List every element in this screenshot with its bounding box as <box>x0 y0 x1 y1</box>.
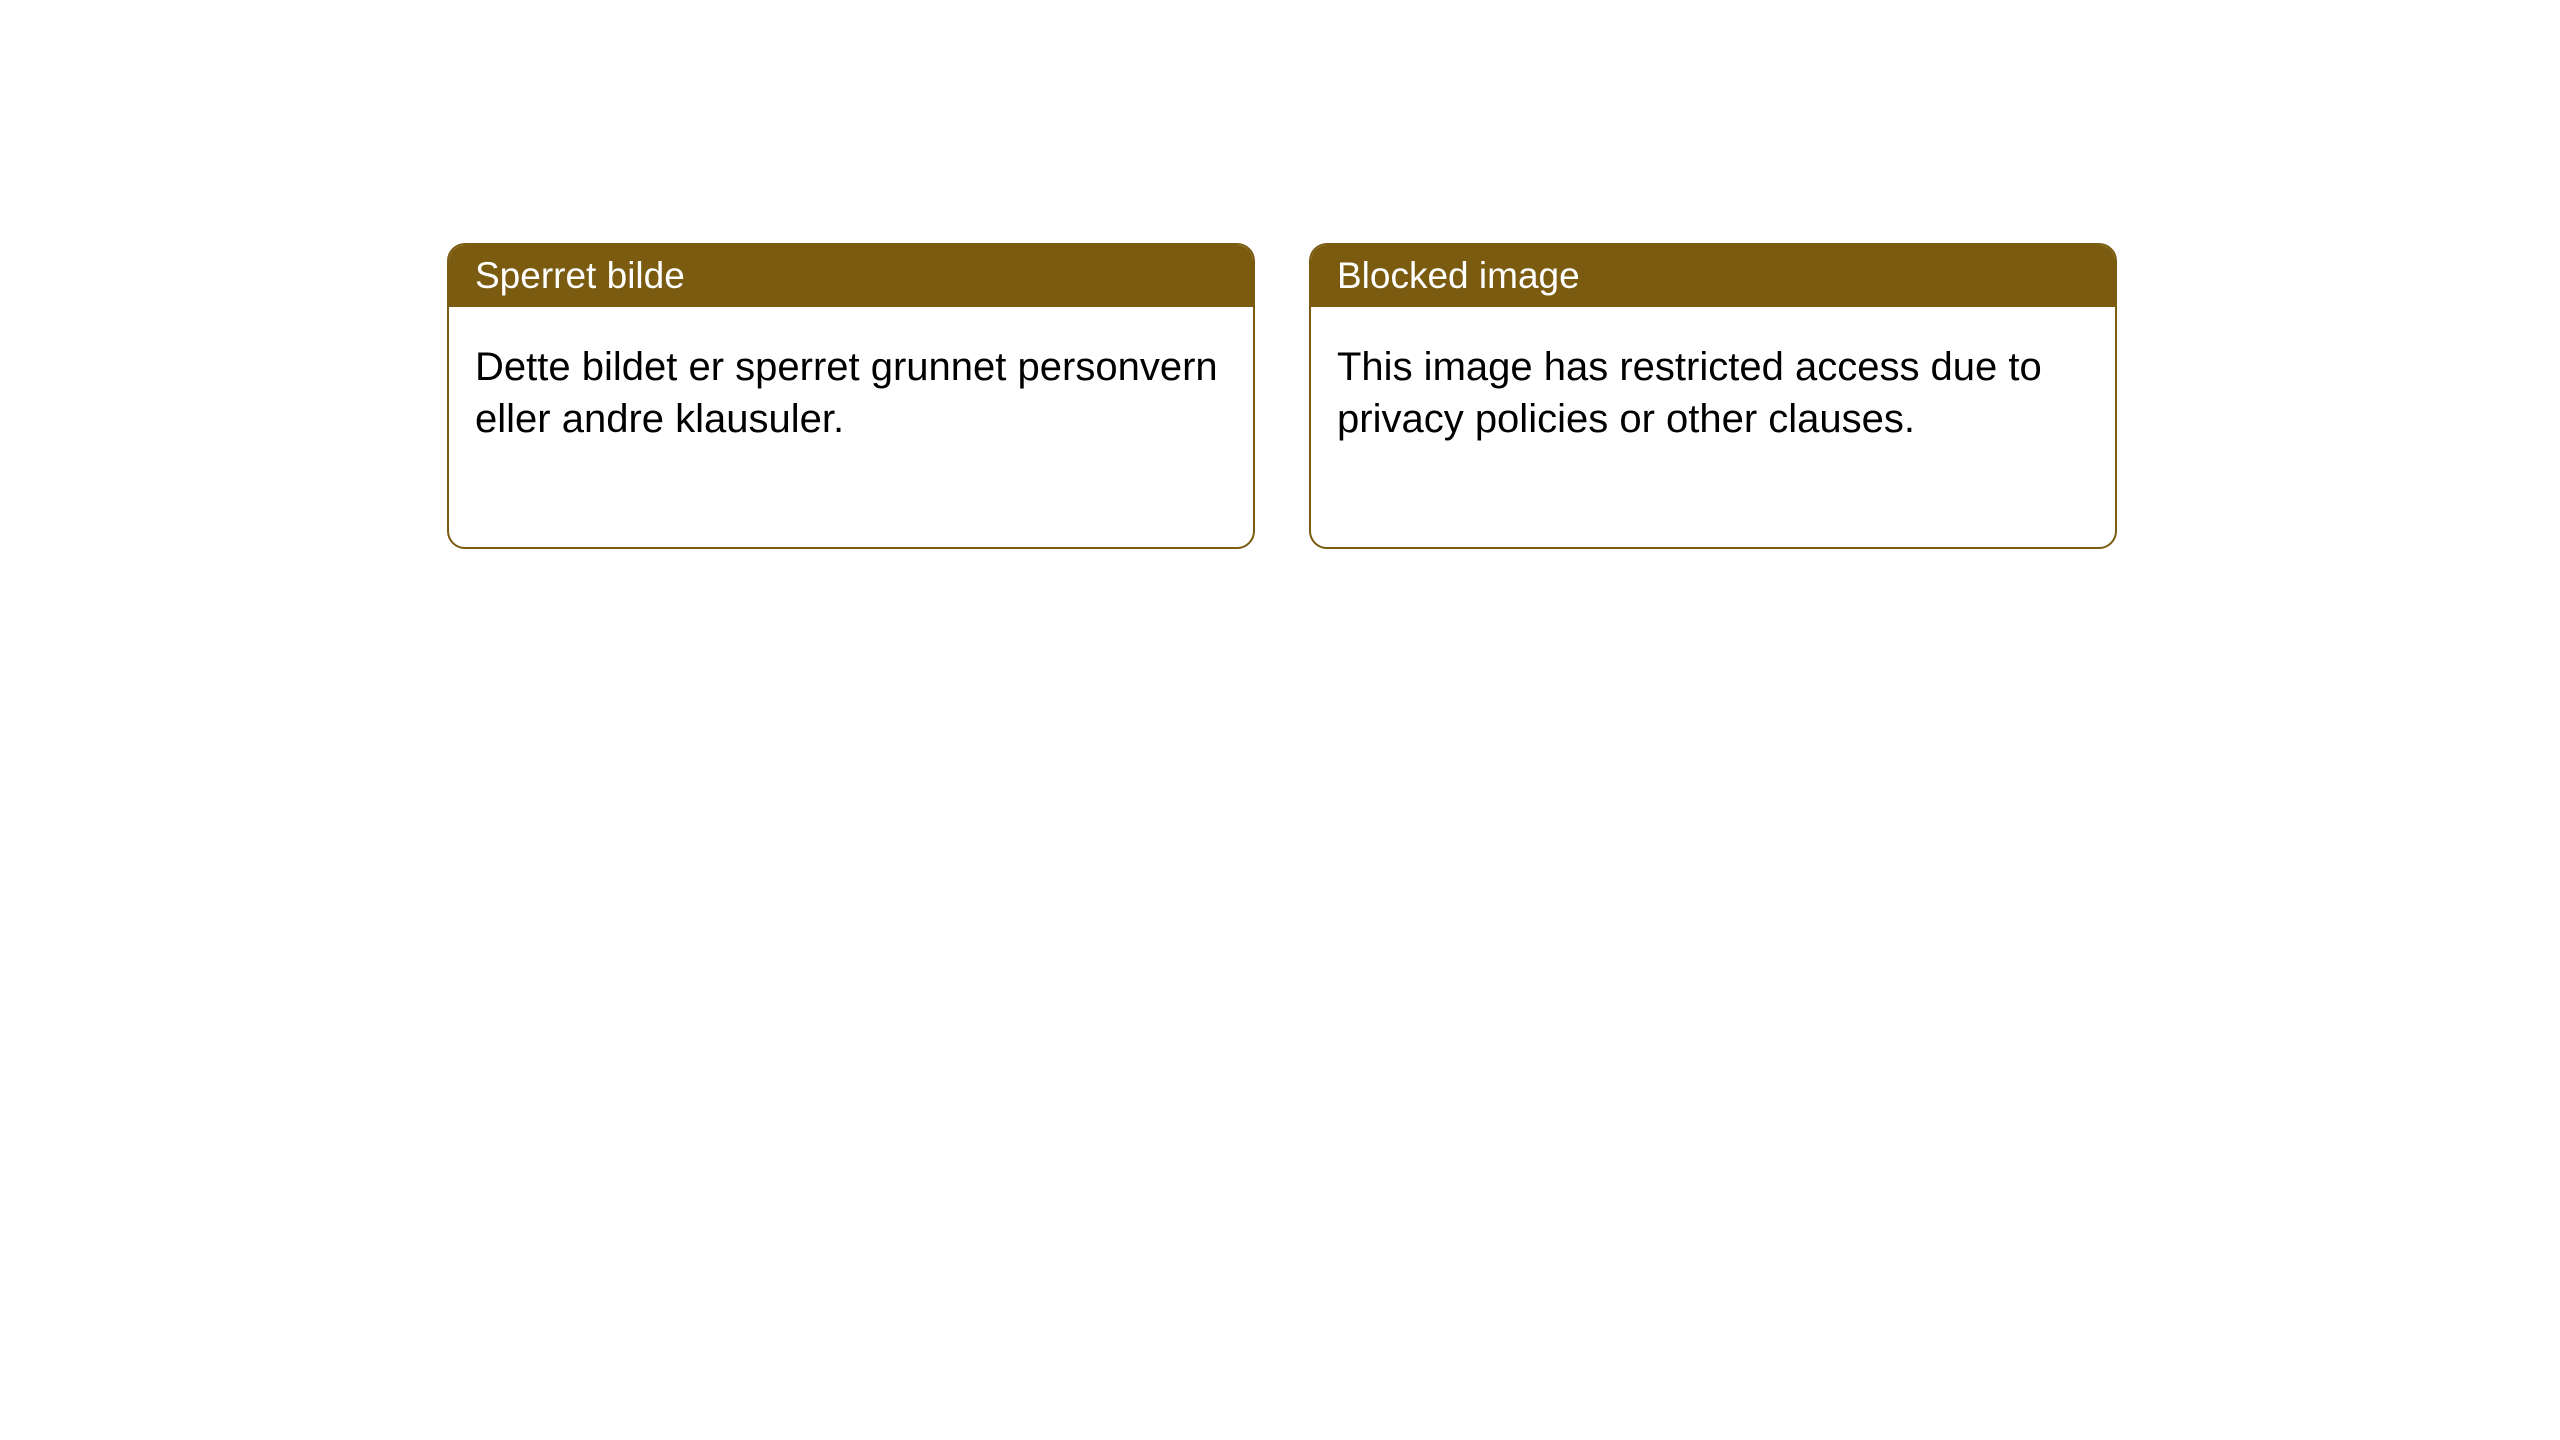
blocked-image-card-no: Sperret bilde Dette bildet er sperret gr… <box>447 243 1255 549</box>
card-body-text: Dette bildet er sperret grunnet personve… <box>475 345 1218 441</box>
card-body: Dette bildet er sperret grunnet personve… <box>449 307 1253 547</box>
card-body-text: This image has restricted access due to … <box>1337 345 2042 441</box>
card-title: Sperret bilde <box>475 255 685 296</box>
card-header: Sperret bilde <box>449 245 1253 307</box>
blocked-image-card-en: Blocked image This image has restricted … <box>1309 243 2117 549</box>
card-title: Blocked image <box>1337 255 1580 296</box>
cards-container: Sperret bilde Dette bildet er sperret gr… <box>447 243 2117 549</box>
card-body: This image has restricted access due to … <box>1311 307 2115 547</box>
card-header: Blocked image <box>1311 245 2115 307</box>
